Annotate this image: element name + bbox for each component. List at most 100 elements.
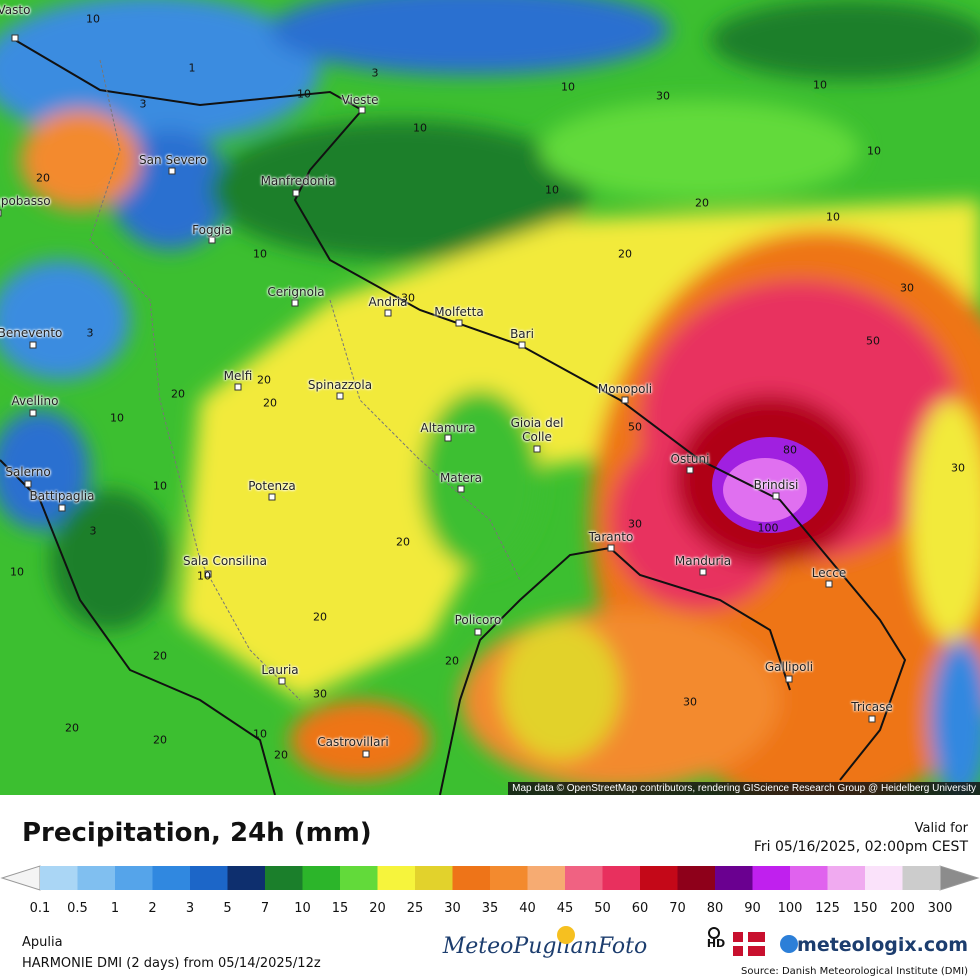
colorbar-over (939, 865, 980, 891)
city-label: Brindisi (753, 478, 799, 492)
contour-label: 20 (171, 387, 185, 401)
city-marker (868, 715, 876, 723)
city-label: Cerignola (267, 285, 325, 299)
city-label: Campobasso (0, 194, 51, 208)
colorbar-bin (790, 866, 828, 890)
contour-label: 30 (313, 687, 327, 701)
city-marker (208, 236, 216, 244)
colorbar-bin (302, 866, 341, 890)
colorbar: 0.1 0.5 1 2 3 5 7 10 15 20 25 30 35 40 45 50 60 70 80 90 100… (0, 865, 980, 916)
colorbar-bin (677, 866, 716, 890)
contour-label: 20 (36, 171, 50, 185)
contour-label: 20 (153, 649, 167, 663)
city-marker (444, 434, 452, 442)
city-label: Gioia del Colle (510, 416, 564, 444)
colorbar-bin (415, 866, 453, 890)
contour-label: 1 (188, 61, 196, 75)
legend-panel: Precipitation, 24h (mm) Valid for Fri 05… (0, 818, 980, 977)
colorbar-tick-label: 60 (632, 901, 649, 916)
contour-label: 10 (86, 12, 100, 26)
colorbar-tick-label: 0.1 (30, 901, 51, 916)
city-label: Manfredonia (260, 174, 336, 188)
contour-label: 20 (618, 247, 632, 261)
contour-label: 30 (656, 89, 670, 103)
city-label: Castrovillari (317, 735, 389, 749)
precipitation-map: Map data © OpenStreetMap contributors, r… (0, 0, 980, 795)
colorbar-tick-label: 40 (519, 901, 536, 916)
city-label: Salerno (5, 465, 51, 479)
legend-title: Precipitation, 24h (mm) (22, 818, 372, 848)
city-marker (455, 319, 463, 327)
contour-label: 20 (445, 654, 459, 668)
city-marker (336, 392, 344, 400)
colorbar-tick-label: 0.5 (67, 901, 88, 916)
city-marker (825, 580, 833, 588)
colorbar-bin (715, 866, 753, 890)
contour-label: 100 (757, 521, 779, 535)
hd-icon (708, 927, 720, 939)
city-label: Battipaglia (29, 489, 95, 503)
colorbar-bin (527, 866, 566, 890)
city-marker (278, 677, 286, 685)
city-marker (621, 396, 629, 404)
colorbar-bin (865, 866, 903, 890)
city-marker (58, 504, 66, 512)
colorbar-tick-label: 90 (744, 901, 761, 916)
city-marker (384, 309, 392, 317)
contour-label: 20 (274, 748, 288, 762)
city-marker (234, 383, 242, 391)
colorbar-tick-label: 150 (853, 901, 878, 916)
city-marker (785, 675, 793, 683)
contour-label: 3 (86, 326, 94, 340)
logo: MeteoPuglianFoto (442, 934, 647, 959)
brand-icon (780, 935, 798, 953)
valid-time: Fri 05/16/2025, 02:00pm CEST (754, 839, 969, 855)
city-marker (518, 341, 526, 349)
contour-label: 10 (413, 121, 427, 135)
colorbar-bin (377, 866, 416, 890)
contour-label: 10 (253, 727, 267, 741)
contour-label: 20 (396, 535, 410, 549)
city-label: Gallipoli (764, 660, 814, 674)
colorbar-bin (40, 866, 78, 890)
city-label: Lecce (811, 566, 847, 580)
contour-label: 30 (683, 695, 697, 709)
contour-label: 50 (628, 420, 642, 434)
contour-label: 3 (89, 524, 97, 538)
contour-label: 30 (401, 291, 415, 305)
colorbar-bin (452, 866, 491, 890)
city-label: Policoro (454, 613, 502, 627)
city-label: Altamura (420, 421, 476, 435)
coastline (0, 39, 907, 795)
city-label: Monopoli (597, 382, 653, 396)
city-label: Tricase (851, 700, 893, 714)
city-label: Matera (439, 471, 483, 485)
colorbar-tick-label: 45 (557, 901, 574, 916)
colorbar-tick-label: 70 (669, 901, 686, 916)
city-marker (24, 480, 32, 488)
contour-label: 10 (813, 78, 827, 92)
contour-label: 10 (197, 569, 211, 583)
contour-label: 20 (695, 196, 709, 210)
contour-label: 10 (10, 565, 24, 579)
colorbar-bin (752, 866, 791, 890)
colorbar-bin (902, 866, 941, 890)
source: Source: Danish Meteorological Institute … (741, 966, 968, 977)
city-label: Vasto (0, 3, 31, 17)
contour-label: 10 (826, 210, 840, 224)
contour-label: 30 (900, 281, 914, 295)
city-label: Melfi (223, 369, 253, 383)
colorbar-bin (115, 866, 153, 890)
city-marker (474, 628, 482, 636)
city-label: Spinazzola (307, 378, 373, 392)
city-label: Taranto (588, 530, 634, 544)
contour-label: 10 (110, 411, 124, 425)
city-marker (29, 409, 37, 417)
city-marker (204, 570, 212, 578)
colorbar-tick-label: 1 (111, 901, 119, 916)
colorbar-tick-label: 5 (223, 901, 231, 916)
colorbar-tick-label: 3 (186, 901, 194, 916)
colorbar-bin (490, 866, 528, 890)
valid-label: Valid for (915, 821, 969, 836)
